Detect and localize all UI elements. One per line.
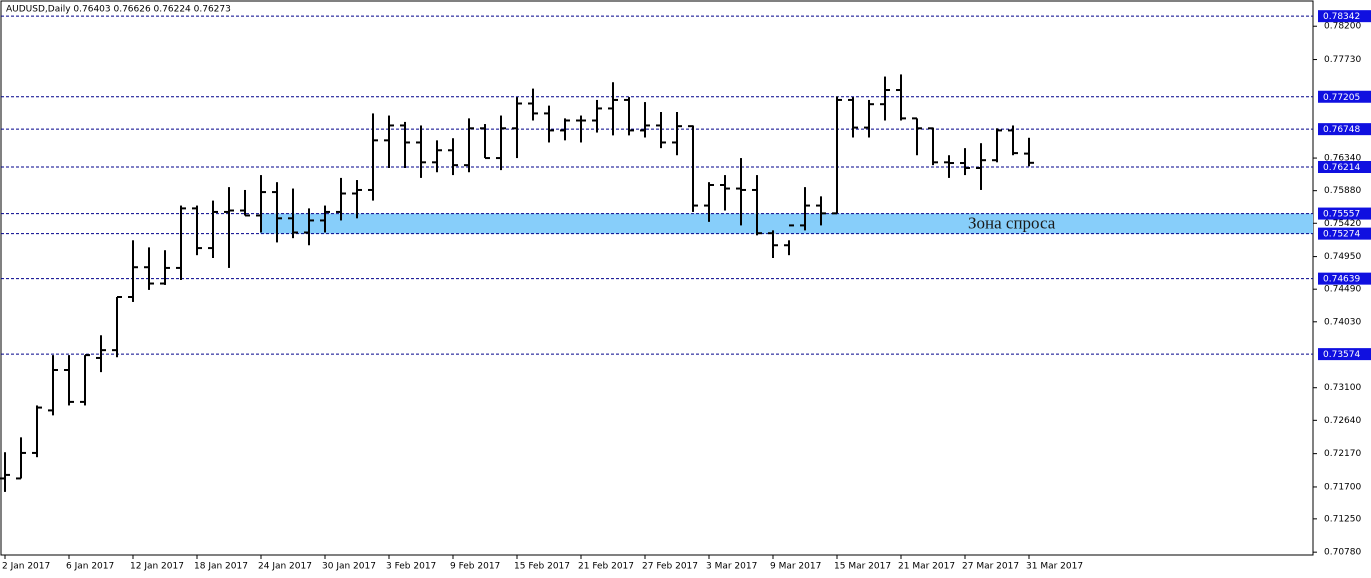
- x-tick-label: 9 Mar 2017: [770, 562, 821, 572]
- y-tick-label: 0.78200: [1324, 22, 1361, 32]
- y-tick-label: 0.70780: [1324, 548, 1361, 558]
- level-label: 0.76748: [1323, 125, 1360, 135]
- chart-title: AUDUSD,Daily 0.76403 0.76626 0.76224 0.7…: [6, 5, 231, 15]
- x-tick-label: 27 Feb 2017: [642, 562, 698, 572]
- level-label: 0.74639: [1323, 275, 1360, 285]
- demand-zone: [260, 213, 1313, 234]
- y-tick-label: 0.74950: [1324, 252, 1361, 262]
- x-tick-label: 15 Feb 2017: [514, 562, 570, 572]
- x-tick-label: 9 Feb 2017: [450, 562, 500, 572]
- y-tick-label: 0.71700: [1324, 482, 1361, 492]
- x-tick-label: 30 Jan 2017: [322, 562, 376, 572]
- y-tick-label: 0.72640: [1324, 416, 1361, 426]
- x-tick-label: 3 Mar 2017: [706, 562, 757, 572]
- y-tick-label: 0.74490: [1324, 285, 1361, 295]
- x-tick-label: 21 Mar 2017: [898, 562, 955, 572]
- level-label-box: [1318, 160, 1371, 173]
- zone-label: Зона спроса: [968, 214, 1056, 233]
- y-tick-label: 0.76340: [1324, 154, 1361, 164]
- x-tick-label: 12 Jan 2017: [130, 562, 184, 572]
- plot-frame: [0, 0, 1314, 556]
- level-label-box: [1318, 123, 1371, 136]
- x-tick-label: 18 Jan 2017: [194, 562, 248, 572]
- x-tick-label: 27 Mar 2017: [962, 562, 1019, 572]
- y-tick-label: 0.77730: [1324, 55, 1361, 65]
- y-tick-label: 0.72170: [1324, 449, 1361, 459]
- y-tick-label: 0.75420: [1324, 219, 1361, 229]
- y-tick-label: 0.71250: [1324, 514, 1361, 524]
- x-tick-label: 2 Jan 2017: [2, 562, 50, 572]
- level-label-box: [1318, 10, 1371, 23]
- level-label-box: [1318, 348, 1371, 361]
- level-label-box: [1318, 90, 1371, 103]
- x-tick-label: 6 Jan 2017: [66, 562, 114, 572]
- x-tick-label: 15 Mar 2017: [834, 562, 891, 572]
- x-tick-label: 3 Feb 2017: [386, 562, 436, 572]
- y-tick-label: 0.73100: [1324, 383, 1361, 393]
- x-tick-label: 24 Jan 2017: [258, 562, 312, 572]
- level-label-box: [1318, 227, 1371, 240]
- level-label-box: [1318, 207, 1371, 220]
- level-label: 0.75274: [1323, 230, 1360, 240]
- level-label: 0.76214: [1323, 163, 1360, 173]
- level-label: 0.78342: [1323, 12, 1360, 22]
- y-tick-label: 0.75880: [1324, 186, 1361, 196]
- level-label: 0.73574: [1323, 350, 1360, 360]
- y-tick-label: 0.74030: [1324, 317, 1361, 327]
- level-label-box: [1318, 272, 1371, 285]
- level-label: 0.75557: [1323, 210, 1360, 220]
- level-label: 0.77205: [1323, 93, 1360, 103]
- x-tick-label: 21 Feb 2017: [578, 562, 634, 572]
- x-tick-label: 31 Mar 2017: [1026, 562, 1083, 572]
